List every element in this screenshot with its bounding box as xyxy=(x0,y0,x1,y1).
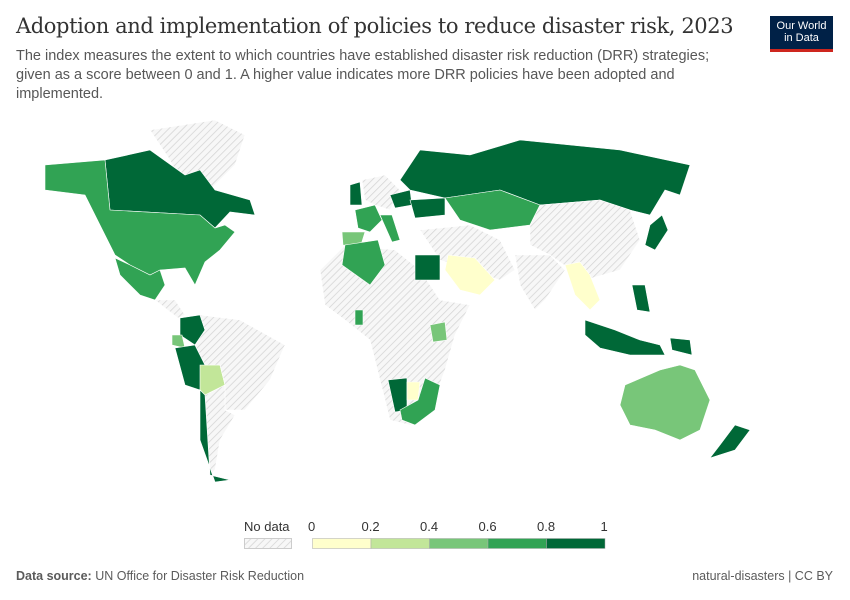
legend-bin-4[interactable] xyxy=(546,538,606,549)
country-united-states[interactable] xyxy=(44,159,236,286)
country-botswana[interactable] xyxy=(406,381,421,401)
country-egypt[interactable] xyxy=(414,254,441,281)
chart-subtitle: The index measures the extent to which c… xyxy=(16,48,710,102)
country-algeria[interactable] xyxy=(341,239,386,286)
country-ukraine[interactable] xyxy=(409,197,446,219)
country-papua-new-guinea[interactable] xyxy=(669,337,693,356)
footer-source: Data source: UN Office for Disaster Risk… xyxy=(16,569,304,583)
legend-bin-2[interactable] xyxy=(429,538,489,549)
country-france[interactable] xyxy=(354,204,383,233)
footer-right[interactable]: natural-disasters | CC BY xyxy=(692,569,833,583)
country-central-america[interactable] xyxy=(154,299,186,319)
world-map[interactable] xyxy=(0,110,850,500)
country-united-kingdom[interactable] xyxy=(349,181,363,206)
logo-line-1: Our World xyxy=(776,20,827,32)
country-greenland[interactable] xyxy=(149,119,246,196)
country-indonesia[interactable] xyxy=(584,319,666,356)
legend-tick-label: 0.6 xyxy=(478,519,497,534)
country-saudi-arabia[interactable] xyxy=(444,254,496,296)
country-europe-other[interactable] xyxy=(361,174,401,211)
legend-tick-label: 0.8 xyxy=(537,519,556,534)
legend-bin-0[interactable] xyxy=(312,538,372,549)
country-india[interactable] xyxy=(514,254,566,311)
country-kenya[interactable] xyxy=(429,321,448,343)
country-south-africa[interactable] xyxy=(399,377,441,426)
country-mexico[interactable] xyxy=(114,257,166,301)
logo-line-2: in Data xyxy=(784,32,819,44)
legend-tick-label: 1 xyxy=(600,519,608,534)
legend-color-bar xyxy=(312,538,606,549)
legend-bin-3[interactable] xyxy=(487,538,547,549)
legend-no-data-swatch xyxy=(244,538,292,549)
legend-no-data-label: No data xyxy=(244,519,290,534)
country-middle-east[interactable] xyxy=(419,224,516,281)
country-new-zealand[interactable] xyxy=(709,424,751,459)
source-text[interactable]: UN Office for Disaster Risk Reduction xyxy=(95,569,305,583)
country-ghana[interactable] xyxy=(354,309,364,326)
country-chile[interactable] xyxy=(199,389,231,483)
legend-tick-label: 0.4 xyxy=(420,519,439,534)
country-china[interactable] xyxy=(529,199,641,281)
country-philippines[interactable] xyxy=(631,284,651,313)
source-label: Data source: xyxy=(16,569,92,583)
country-japan[interactable] xyxy=(644,214,669,251)
legend-tick-label: 0 xyxy=(308,519,316,534)
owid-logo[interactable]: Our World in Data xyxy=(770,16,833,52)
country-australia[interactable] xyxy=(619,364,711,441)
country-myanmar[interactable] xyxy=(564,261,601,311)
legend-tick-label: 0.2 xyxy=(361,519,380,534)
country-italy[interactable] xyxy=(379,214,401,243)
legend-bin-1[interactable] xyxy=(370,538,430,549)
chart-title: Adoption and implementation of policies … xyxy=(16,14,734,38)
